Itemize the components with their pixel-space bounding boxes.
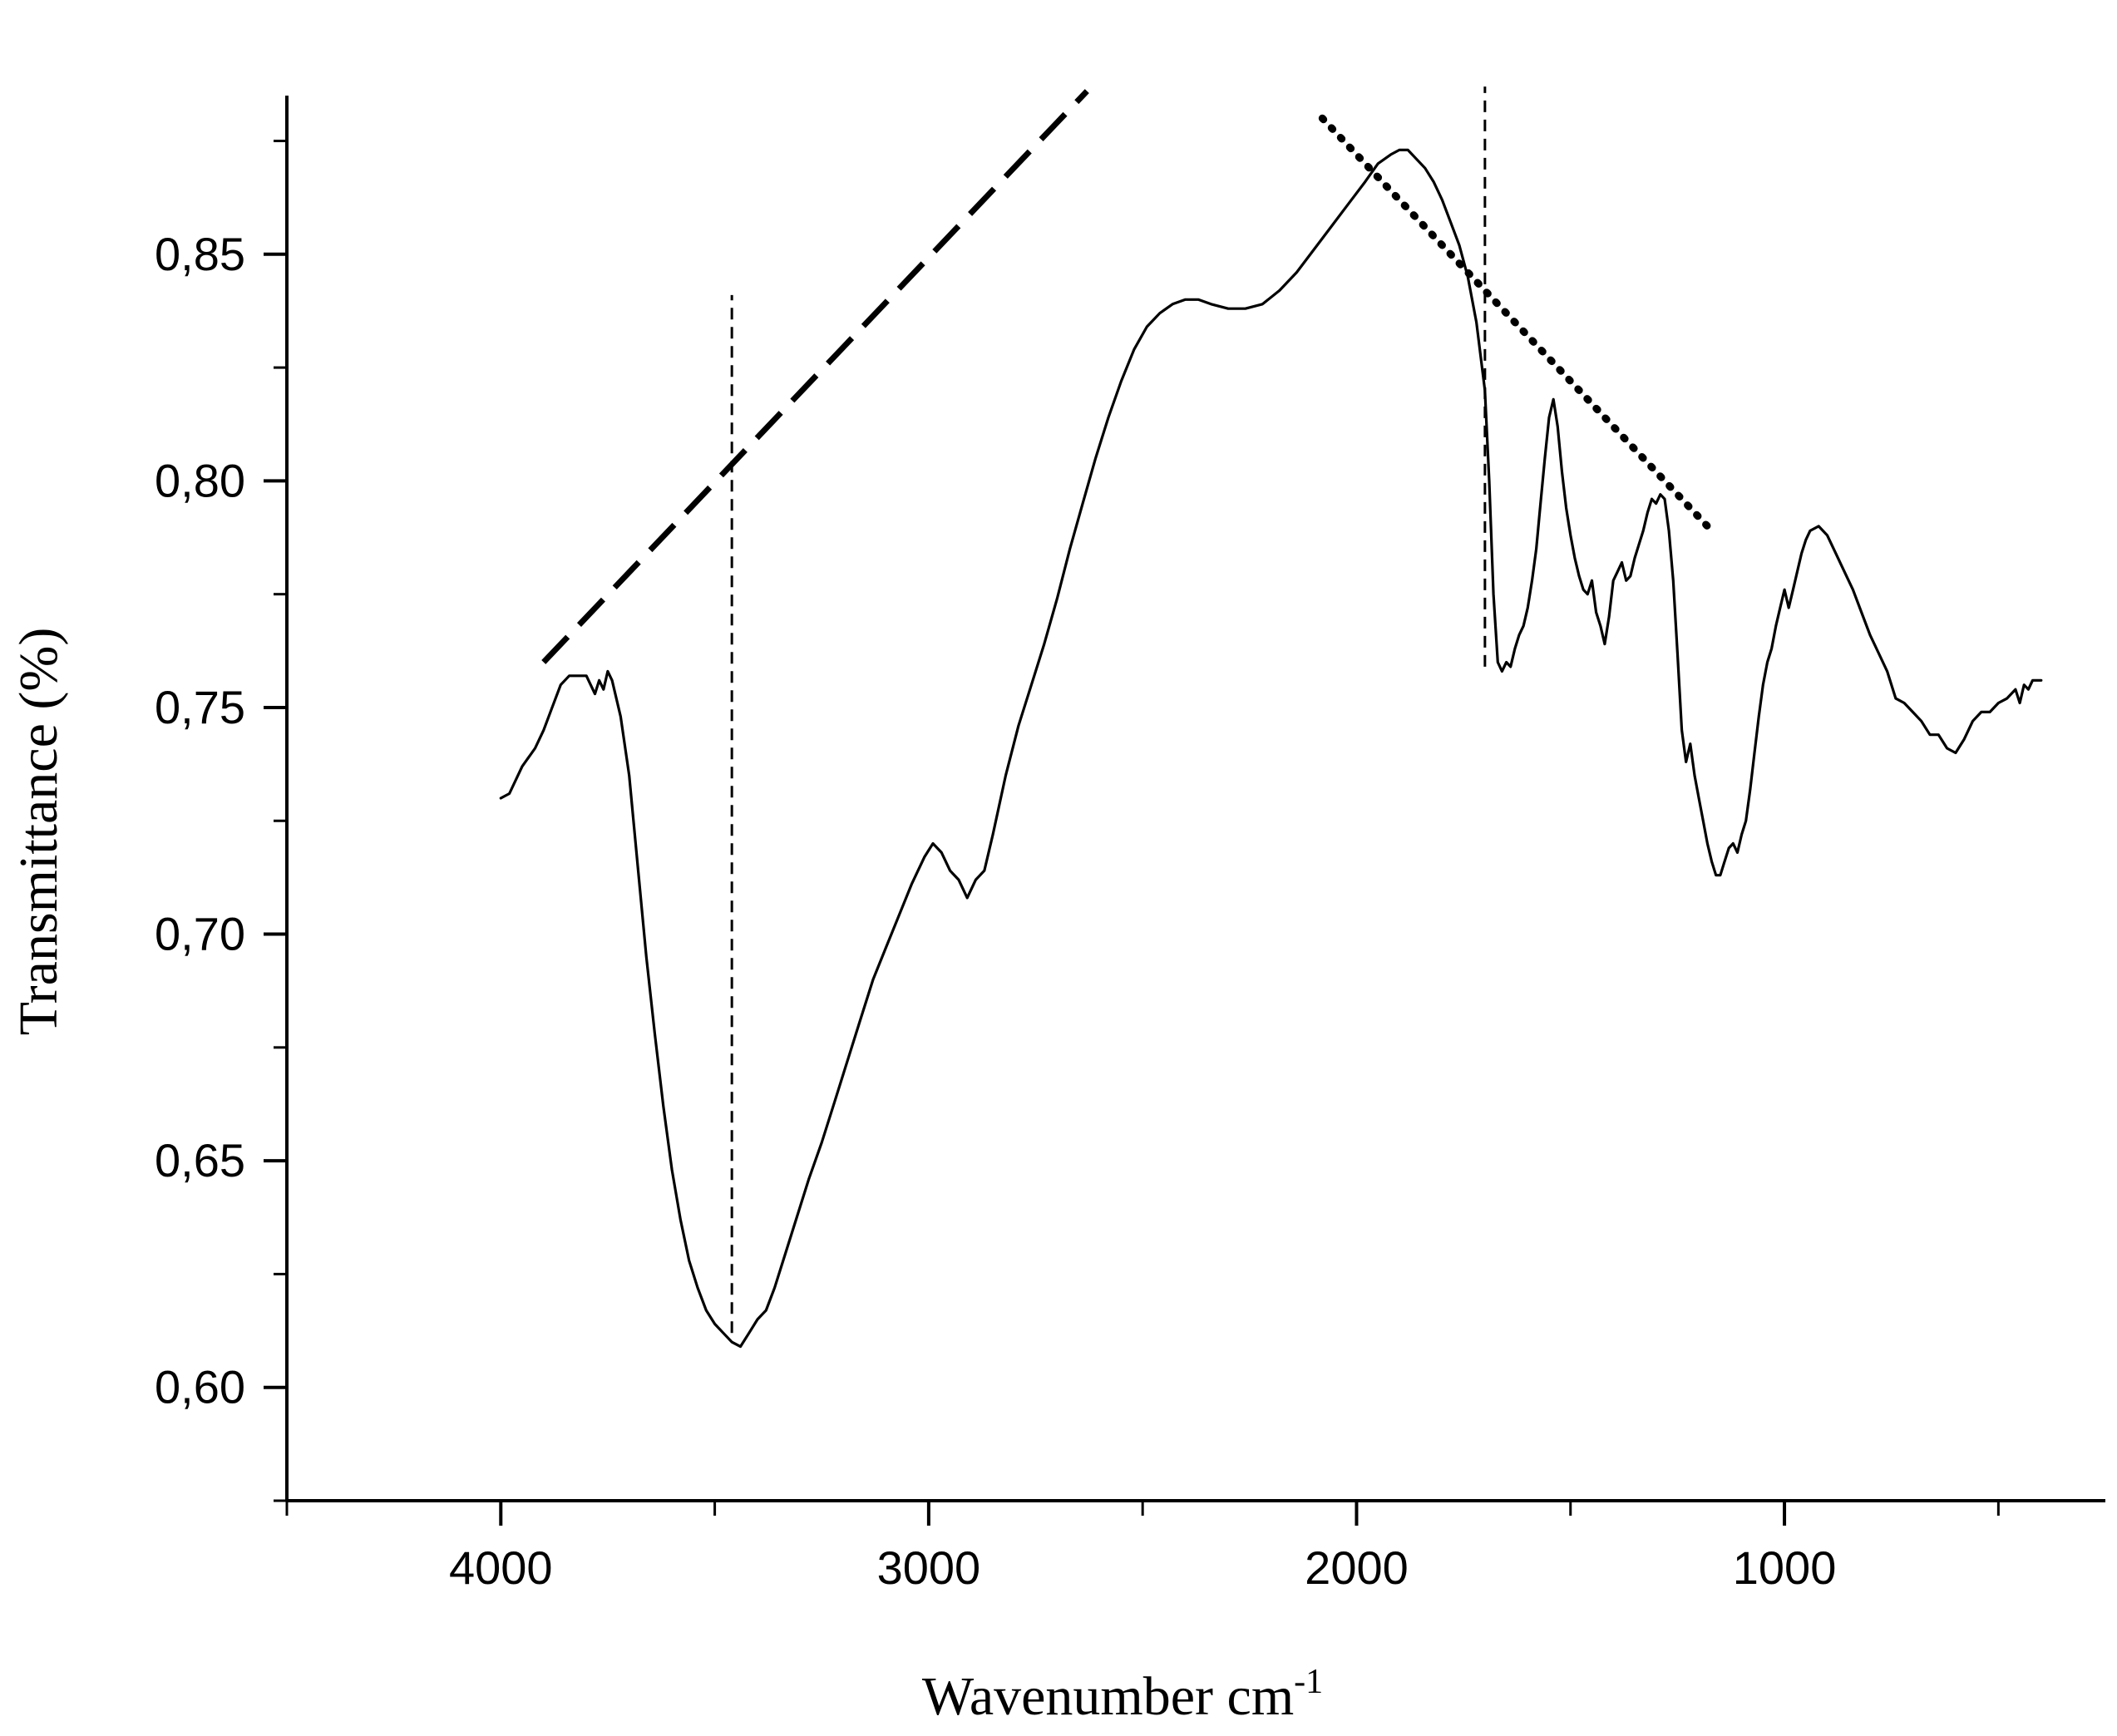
spectrum-series-line <box>499 148 2043 1349</box>
y-tick-label: 0,80 <box>155 454 245 506</box>
dashed-trend-line <box>541 89 1089 664</box>
dotted-trend-line <box>1318 114 1716 535</box>
x-axis-title-superscript: -1 <box>1294 1663 1323 1701</box>
annotations <box>541 86 1716 1334</box>
x-tick-label: 4000 <box>449 1541 553 1594</box>
y-tick-label: 0,75 <box>155 681 245 733</box>
y-axis-title: Transmittance (%) <box>8 628 69 1036</box>
x-tick-label: 1000 <box>1733 1541 1837 1594</box>
y-tick-label: 0,85 <box>155 228 245 280</box>
x-tick-label: 2000 <box>1305 1541 1409 1594</box>
ticks: 0,60 0,65 0,70 0,75 0,80 0,85 4000 3000 2000 1000 <box>155 140 2000 1594</box>
labels: Transmittance (%) Wavenumber cm-1 <box>8 628 1323 1727</box>
series <box>499 148 2043 1349</box>
y-tick-label: 0,70 <box>155 908 245 960</box>
x-axis-title: Wavenumber cm-1 <box>922 1663 1323 1727</box>
x-tick-label: 3000 <box>877 1541 981 1594</box>
y-tick-label: 0,60 <box>155 1361 245 1413</box>
x-axis-title-main: Wavenumber cm <box>922 1666 1294 1727</box>
y-tick-label: 0,65 <box>155 1134 245 1186</box>
axes <box>285 96 2105 1502</box>
